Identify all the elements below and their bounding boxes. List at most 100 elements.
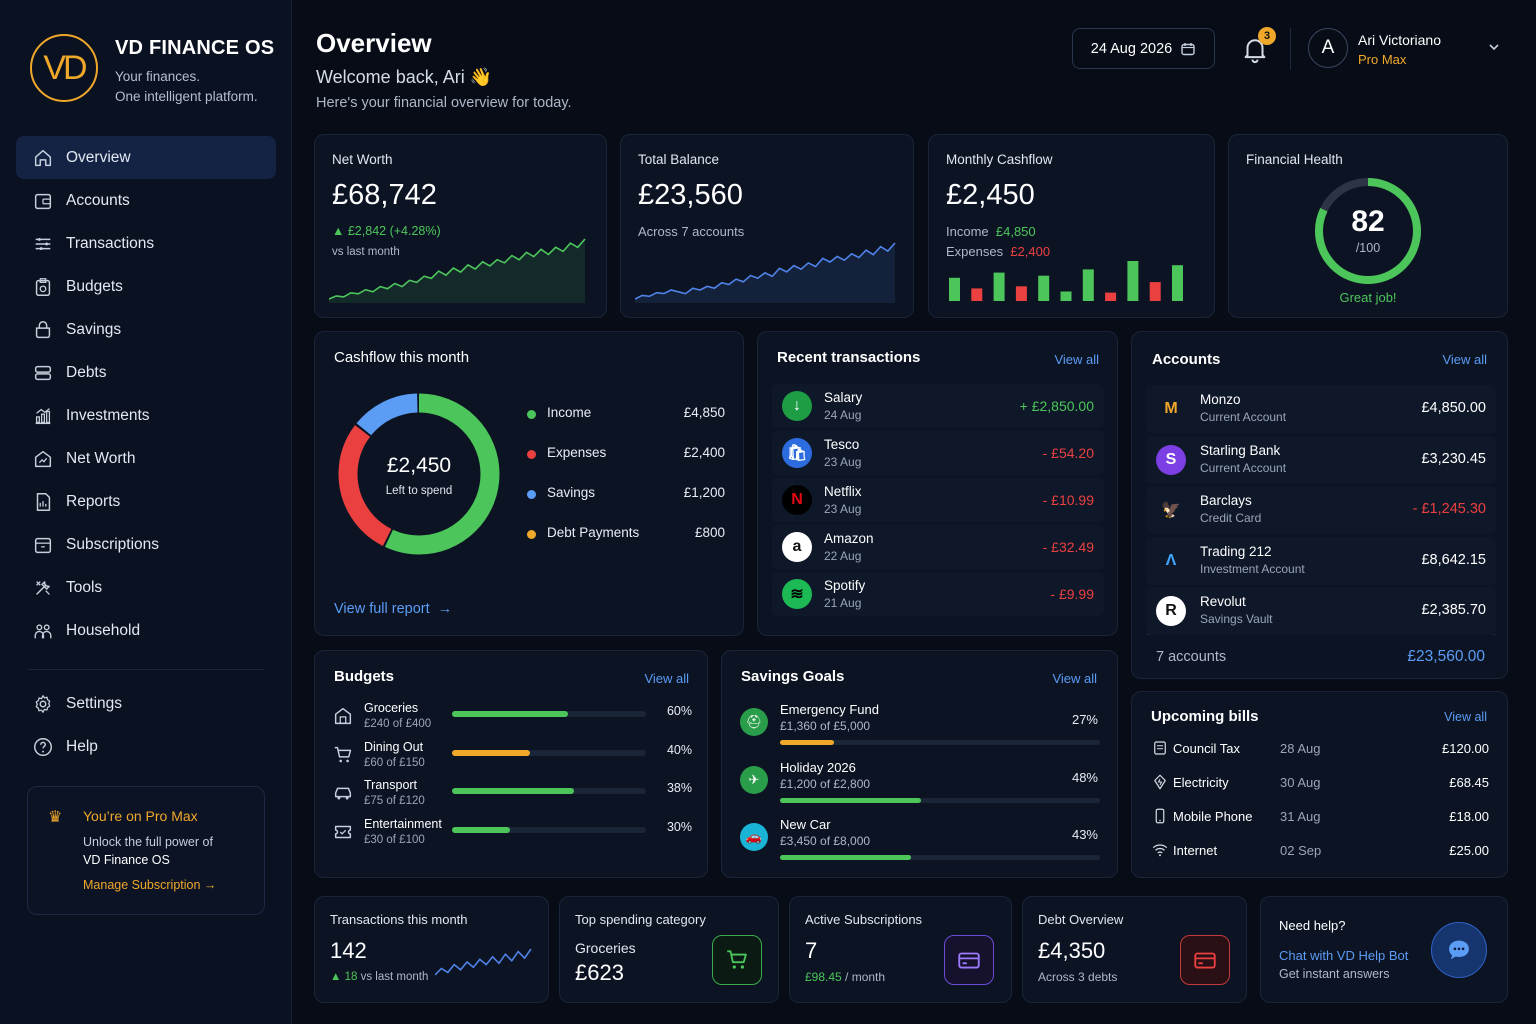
savings-goal-new-car[interactable]: 🚗 New Car £3,450 of £8,000 43% bbox=[740, 817, 1100, 867]
goal-amount: £1,360 of £5,000 bbox=[780, 719, 871, 733]
budget-percent: 40% bbox=[666, 742, 692, 757]
budgets-view-all-link[interactable]: View all bbox=[644, 671, 689, 686]
sidebar-item-label: Overview bbox=[66, 148, 131, 166]
account-row[interactable]: S Starling Bank Current Account £3,230.45 bbox=[1146, 435, 1496, 484]
budget-row-transport[interactable]: Transport £75 of £120 38% bbox=[332, 778, 692, 814]
bill-row-mobile-phone[interactable]: Mobile Phone 31 Aug £18.00 bbox=[1151, 807, 1489, 829]
sidebar-item-help[interactable]: Help bbox=[16, 725, 276, 768]
sidebar-nav: Overview Accounts Transactions Budgets Savin… bbox=[16, 136, 276, 652]
account-row[interactable]: 🦅 Barclays Credit Card - £1,245.30 bbox=[1146, 486, 1496, 534]
bill-row-council-tax[interactable]: Council Tax 28 Aug £120.00 bbox=[1151, 739, 1489, 761]
financial-health-card[interactable]: Financial Health 82 /100 Great job! bbox=[1228, 134, 1508, 318]
account-name: Trading 212 bbox=[1200, 543, 1272, 559]
legend-dot bbox=[527, 490, 536, 499]
avatar[interactable]: A bbox=[1308, 28, 1348, 68]
health-score: 82 bbox=[1351, 205, 1385, 238]
cashflow-donut-chart bbox=[338, 393, 500, 555]
chat-help-bot-link[interactable]: Chat with VD Help Bot bbox=[1279, 948, 1409, 963]
account-row[interactable]: Λ Trading 212 Investment Account £8,642.15 bbox=[1146, 536, 1496, 585]
sidebar-item-net-worth[interactable]: Net Worth bbox=[16, 437, 276, 480]
sidebar-item-subscriptions[interactable]: Subscriptions bbox=[16, 523, 276, 566]
active-subscriptions-card[interactable]: Active Subscriptions 7 £98.45 / month bbox=[789, 896, 1012, 1003]
sidebar-item-settings[interactable]: Settings bbox=[16, 682, 276, 725]
sidebar-nav-bottom: Settings Help bbox=[16, 682, 276, 768]
savings-goal-icon: ⛑ bbox=[740, 708, 768, 736]
sidebar-item-tools[interactable]: Tools bbox=[16, 566, 276, 609]
account-row[interactable]: M Monzo Current Account £4,850.00 bbox=[1146, 385, 1496, 433]
sidebar-item-household[interactable]: Household bbox=[16, 609, 276, 652]
bill-row-electricity[interactable]: Electricity 30 Aug £68.45 bbox=[1151, 773, 1489, 795]
budget-row-dining-out[interactable]: Dining Out £60 of £150 40% bbox=[332, 740, 692, 776]
health-gauge-fill bbox=[1315, 178, 1421, 284]
sidebar-item-investments[interactable]: Investments bbox=[16, 394, 276, 437]
bill-amount: £120.00 bbox=[1442, 741, 1489, 756]
net-worth-card[interactable]: Net Worth £68,742 ▲ £2,842 (+4.28%) vs l… bbox=[314, 134, 607, 318]
account-row[interactable]: R Revolut Savings Vault £2,385.70 bbox=[1146, 587, 1496, 635]
bell-icon[interactable] bbox=[1240, 34, 1270, 64]
transaction-date: 23 Aug bbox=[824, 455, 862, 469]
subscriptions-monthly: £98.45 / month bbox=[805, 970, 885, 984]
account-balance: £4,850.00 bbox=[1421, 400, 1486, 416]
savings-view-all-link[interactable]: View all bbox=[1052, 671, 1097, 686]
view-full-report-link[interactable]: View full report → bbox=[334, 601, 452, 617]
date-picker-button[interactable]: 24 Aug 2026 bbox=[1072, 28, 1215, 69]
savings-goal-emergency-fund[interactable]: ⛑ Emergency Fund £1,360 of £5,000 27% bbox=[740, 702, 1100, 752]
total-balance-card[interactable]: Total Balance £23,560 Across 7 accounts bbox=[620, 134, 914, 318]
budget-row-groceries[interactable]: Groceries £240 of £400 60% bbox=[332, 701, 692, 737]
transaction-row[interactable]: 🛍 Tesco 23 Aug - £54.20 bbox=[772, 431, 1104, 475]
income-value: £4,850 bbox=[995, 224, 1036, 239]
net-worth-sparkline bbox=[329, 238, 586, 303]
promo-desc-line-1: Unlock the full power of bbox=[83, 835, 213, 849]
sidebar-item-overview[interactable]: Overview bbox=[16, 136, 276, 179]
help-sub: Get instant answers bbox=[1279, 967, 1390, 981]
arrow-right-icon: → bbox=[203, 878, 217, 892]
sidebar-item-debts[interactable]: Debts bbox=[16, 351, 276, 394]
transactions-view-all-link[interactable]: View all bbox=[1054, 352, 1099, 367]
chat-bubble-icon[interactable] bbox=[1431, 922, 1487, 978]
legend-dot bbox=[527, 410, 536, 419]
goal-progress-track bbox=[780, 855, 1100, 860]
shopping-cart-icon bbox=[712, 935, 762, 985]
monthly-cashflow-card[interactable]: Monthly Cashflow £2,450 Income £4,850 Ex… bbox=[928, 134, 1215, 318]
net-worth-label: Net Worth bbox=[332, 152, 393, 167]
total-balance-series-line bbox=[635, 242, 896, 300]
legend-dot bbox=[527, 450, 536, 459]
sidebar-item-accounts[interactable]: Accounts bbox=[16, 179, 276, 222]
brand-logo[interactable]: VD bbox=[30, 34, 98, 102]
bill-name: Mobile Phone bbox=[1173, 809, 1253, 824]
chevron-down-icon[interactable] bbox=[1487, 40, 1501, 54]
bill-amount: £18.00 bbox=[1449, 809, 1489, 824]
top-spending-card[interactable]: Top spending category Groceries £623 bbox=[559, 896, 779, 1003]
budget-row-entertainment[interactable]: Entertainment £30 of £100 30% bbox=[332, 817, 692, 853]
savings-goal-holiday-2026[interactable]: ✈ Holiday 2026 £1,200 of £2,800 48% bbox=[740, 760, 1100, 810]
budget-name: Entertainment bbox=[364, 816, 442, 831]
transaction-row[interactable]: ≋ Spotify 21 Aug - £9.99 bbox=[772, 572, 1104, 616]
subscriptions-label: Active Subscriptions bbox=[805, 912, 923, 927]
account-name: Starling Bank bbox=[1200, 442, 1281, 458]
manage-subscription-link[interactable]: Manage Subscription → bbox=[83, 878, 216, 892]
sidebar-item-budgets[interactable]: Budgets bbox=[16, 265, 276, 308]
account-type: Investment Account bbox=[1200, 561, 1305, 576]
debt-overview-card[interactable]: Debt Overview £4,350 Across 3 debts bbox=[1022, 896, 1247, 1003]
transaction-row[interactable]: N Netflix 23 Aug - £10.99 bbox=[772, 478, 1104, 522]
sidebar-item-savings[interactable]: Savings bbox=[16, 308, 276, 351]
accounts-view-all-link[interactable]: View all bbox=[1442, 352, 1487, 367]
help-card[interactable]: Need help? Chat with VD Help Bot Get ins… bbox=[1260, 896, 1508, 1003]
transaction-date: 24 Aug bbox=[824, 408, 862, 422]
transaction-name: Amazon bbox=[824, 531, 874, 546]
bill-name: Council Tax bbox=[1173, 741, 1240, 756]
sidebar-item-transactions[interactable]: Transactions bbox=[16, 222, 276, 265]
revolut-logo: R bbox=[1156, 596, 1186, 626]
transactions-month-card[interactable]: Transactions this month 142 ▲ 18 vs last… bbox=[314, 896, 549, 1003]
bill-row-internet[interactable]: Internet 02 Sep £25.00 bbox=[1151, 841, 1489, 863]
user-name[interactable]: Ari Victoriano bbox=[1358, 32, 1442, 48]
sidebar-item-label: Investments bbox=[66, 406, 150, 424]
sidebar-item-reports[interactable]: Reports bbox=[16, 480, 276, 523]
transaction-row[interactable]: a Amazon 22 Aug - £32.49 bbox=[772, 525, 1104, 569]
bills-view-all-link[interactable]: View all bbox=[1444, 710, 1487, 724]
transaction-amount: - £32.49 bbox=[1042, 539, 1094, 555]
transactions-month-change: ▲ 18 vs last month bbox=[330, 971, 428, 983]
expenses-value: £2,400 bbox=[1010, 244, 1051, 259]
transaction-row[interactable]: ↓ Salary 24 Aug + £2,850.00 bbox=[772, 384, 1104, 428]
transactions-change-value: 18 bbox=[344, 971, 358, 983]
